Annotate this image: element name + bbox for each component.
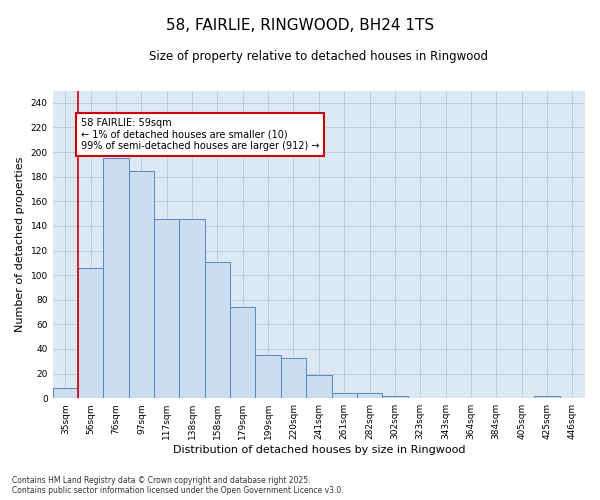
Bar bbox=[179, 218, 205, 398]
Text: 58, FAIRLIE, RINGWOOD, BH24 1TS: 58, FAIRLIE, RINGWOOD, BH24 1TS bbox=[166, 18, 434, 32]
Bar bbox=[256, 355, 281, 398]
Bar bbox=[129, 170, 154, 398]
Bar bbox=[357, 394, 382, 398]
X-axis label: Distribution of detached houses by size in Ringwood: Distribution of detached houses by size … bbox=[173, 445, 465, 455]
Text: 58 FAIRLIE: 59sqm
← 1% of detached houses are smaller (10)
99% of semi-detached : 58 FAIRLIE: 59sqm ← 1% of detached house… bbox=[80, 118, 319, 151]
Bar bbox=[103, 158, 129, 398]
Bar bbox=[332, 394, 357, 398]
Bar bbox=[306, 375, 332, 398]
Y-axis label: Number of detached properties: Number of detached properties bbox=[15, 156, 25, 332]
Bar bbox=[535, 396, 560, 398]
Bar bbox=[205, 262, 230, 398]
Bar bbox=[53, 388, 78, 398]
Bar bbox=[382, 396, 407, 398]
Bar bbox=[154, 218, 179, 398]
Bar bbox=[230, 307, 256, 398]
Title: Size of property relative to detached houses in Ringwood: Size of property relative to detached ho… bbox=[149, 50, 488, 63]
Bar bbox=[78, 268, 103, 398]
Bar bbox=[281, 358, 306, 398]
Text: Contains HM Land Registry data © Crown copyright and database right 2025.
Contai: Contains HM Land Registry data © Crown c… bbox=[12, 476, 344, 495]
